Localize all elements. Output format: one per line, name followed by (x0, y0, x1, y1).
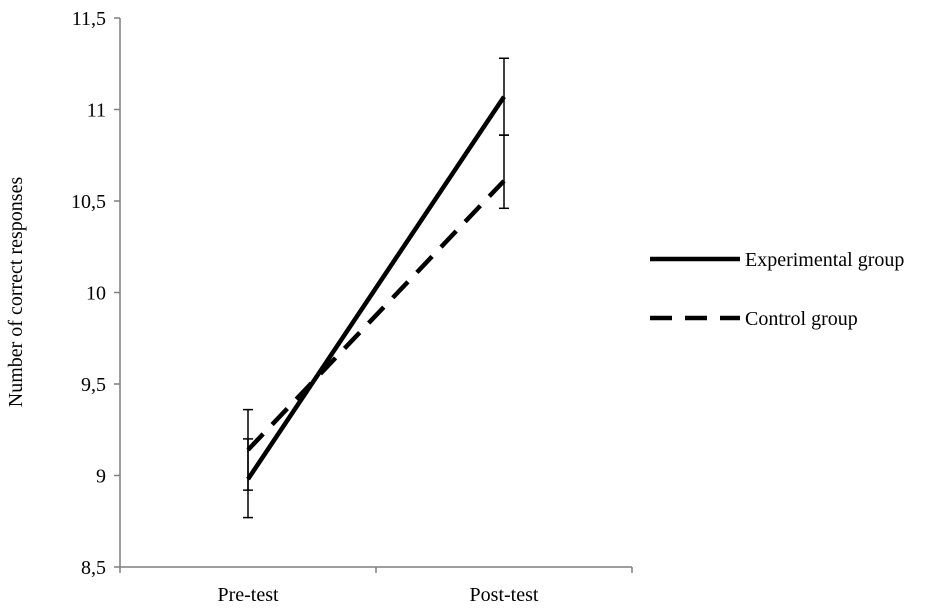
legend: Experimental group Control group (650, 249, 904, 330)
legend-label: Experimental group (745, 249, 904, 271)
series-control-group (243, 134, 509, 491)
y-tick-label: 9 (96, 466, 106, 488)
series-layer (243, 57, 509, 519)
y-tick-label: 10 (86, 283, 106, 305)
series-experimental-group (243, 57, 509, 519)
y-axis-ticks: 8,5 9 9,5 10 10,5 11 11,5 (71, 8, 120, 579)
series-line (246, 179, 506, 452)
x-axis-ticks: Pre-test Post-test (119, 567, 633, 606)
x-category-label: Post-test (470, 584, 539, 606)
y-tick-label: 8,5 (81, 557, 106, 579)
series-line (246, 95, 506, 481)
y-tick-label: 11 (87, 100, 106, 122)
y-tick-label: 10,5 (71, 191, 106, 213)
y-tick-label: 9,5 (81, 374, 106, 396)
legend-label: Control group (745, 308, 858, 330)
y-axis-title: Number of correct responses (5, 177, 27, 408)
x-category-label: Pre-test (217, 584, 279, 606)
axes (119, 18, 632, 568)
y-tick-label: 11,5 (72, 8, 106, 30)
